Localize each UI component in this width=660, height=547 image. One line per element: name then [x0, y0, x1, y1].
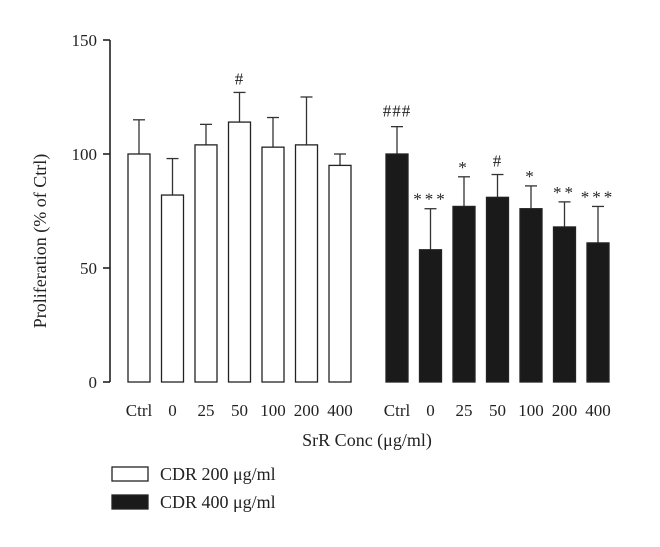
bar: [552, 226, 577, 383]
bar: [160, 194, 185, 383]
significance-marker: ***: [581, 187, 616, 206]
x-axis-label: SrR Conc (μg/ml): [302, 430, 432, 451]
bar: [418, 249, 443, 383]
x-tick-label: 50: [489, 401, 506, 420]
bar: [519, 208, 543, 383]
x-tick-label: 100: [260, 401, 286, 420]
bar: [485, 196, 510, 383]
bar: [385, 153, 409, 383]
significance-marker: *: [458, 158, 470, 177]
significance-marker: #: [235, 69, 245, 88]
x-tick-label: 0: [426, 401, 435, 420]
bar: [194, 144, 218, 383]
legend-swatch: [111, 466, 149, 482]
x-tick-label: Ctrl: [126, 401, 153, 420]
y-tick-label: 50: [80, 259, 97, 278]
bars: [127, 91, 610, 383]
bar: [328, 164, 352, 383]
legend-swatch: [111, 494, 149, 510]
x-tick-label: 50: [231, 401, 248, 420]
x-tick-label: 0: [168, 401, 177, 420]
bar: [227, 121, 252, 383]
significance-marker: ###: [383, 102, 412, 121]
bar: [294, 144, 319, 383]
y-tick-label: 0: [89, 373, 98, 392]
bar: [261, 146, 285, 383]
x-tick-label: 100: [518, 401, 544, 420]
x-tick-label: Ctrl: [384, 401, 411, 420]
x-tick-label: 25: [198, 401, 215, 420]
significance-marker: **: [553, 183, 576, 202]
legend: CDR 200 μg/ml CDR 400 μg/ml: [111, 464, 276, 512]
bar: [127, 153, 151, 383]
significance-marker: ***: [413, 190, 448, 209]
x-tick-label: 25: [456, 401, 473, 420]
labels: Proliferation (% of Ctrl) Ctrl 0 25 50 #100 20…: [30, 69, 616, 451]
legend-label: CDR 400 μg/ml: [160, 492, 276, 512]
x-tick-label: 400: [585, 401, 611, 420]
x-tick-label: 200: [294, 401, 320, 420]
axes: 0 50 100 150: [72, 31, 111, 392]
bar: [452, 205, 476, 383]
y-tick-label: 100: [72, 145, 98, 164]
y-axis-label: Proliferation (% of Ctrl): [30, 154, 51, 328]
x-tick-label: 400: [327, 401, 353, 420]
x-tick-label: 200: [552, 401, 578, 420]
legend-label: CDR 200 μg/ml: [160, 464, 276, 484]
significance-marker: *: [525, 167, 537, 186]
bar: [586, 242, 610, 383]
significance-marker: #: [493, 152, 503, 171]
y-tick-label: 150: [72, 31, 98, 50]
